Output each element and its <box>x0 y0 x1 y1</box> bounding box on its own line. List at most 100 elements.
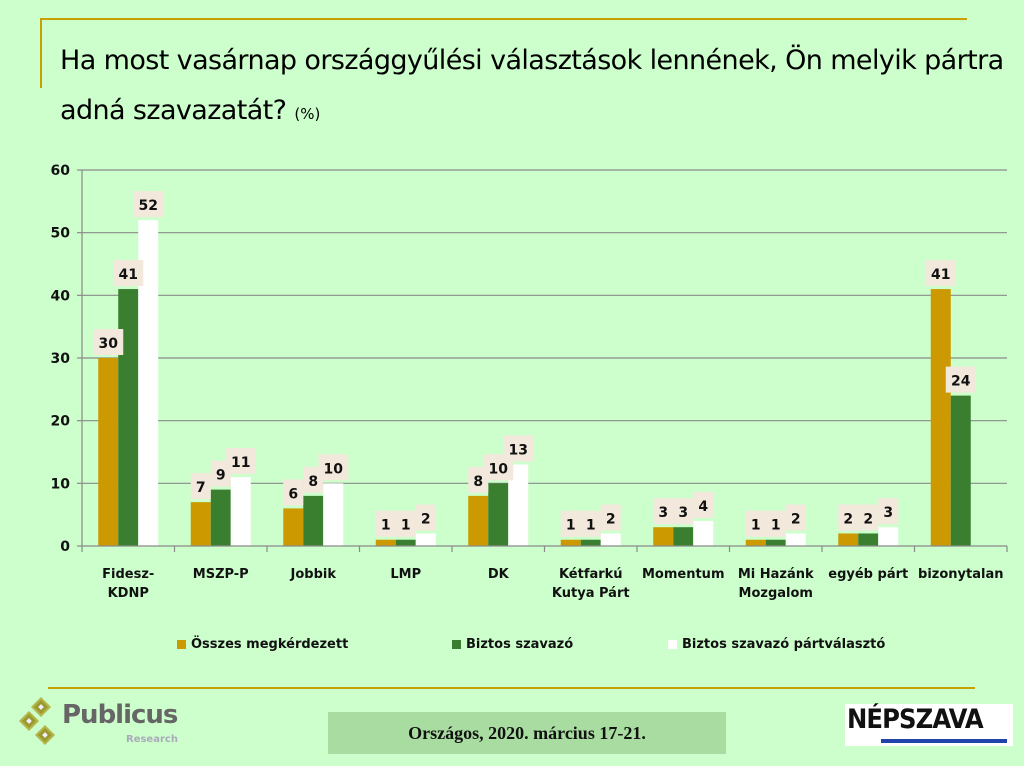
data-label-box <box>945 366 976 393</box>
data-label-box <box>133 191 164 218</box>
data-label-box <box>225 448 256 475</box>
data-label: 10 <box>324 461 344 477</box>
bar <box>190 502 211 546</box>
bar <box>858 533 879 546</box>
data-label: 8 <box>473 474 483 490</box>
data-label: 1 <box>771 518 781 534</box>
data-label: 1 <box>586 518 596 534</box>
bar-chart: 0 10 20 30 40 50 60 Fidesz- KDNP MSZP-P Jobbik LMP D… <box>51 163 1008 601</box>
nepszava-tagline-bar <box>881 739 1007 743</box>
data-label: 10 <box>489 461 509 477</box>
data-label-box <box>395 510 416 537</box>
y-tick-label: 60 <box>51 163 71 179</box>
x-category-label: KDNP <box>108 586 149 601</box>
data-label-box <box>190 473 211 500</box>
bar <box>468 495 489 546</box>
legend-item-partvalaszto: Biztos szavazó pártválasztó <box>668 637 885 652</box>
y-tick-label: 40 <box>51 288 71 304</box>
data-label-box <box>673 498 694 525</box>
legend-swatch-partvalaszto <box>668 640 677 649</box>
axes: 0 10 20 30 40 50 60 Fidesz- KDNP MSZP-P Jobbik LMP D… <box>51 163 1008 601</box>
data-label: 9 <box>216 468 226 484</box>
bar <box>138 220 159 546</box>
bars <box>98 220 971 546</box>
data-label: 1 <box>566 518 576 534</box>
x-category-label: Fidesz- <box>102 567 154 582</box>
nepszava-name: NÉPSZAVA <box>847 704 984 735</box>
data-label: 13 <box>509 443 528 459</box>
y-tick-label: 10 <box>51 476 71 492</box>
x-category-label: Mozgalom <box>739 586 813 601</box>
legend-swatch-biztos <box>452 640 461 649</box>
bar <box>118 289 139 546</box>
bar <box>930 289 951 546</box>
bar <box>98 358 119 546</box>
data-label-box <box>838 504 859 531</box>
bar <box>673 527 694 546</box>
data-label: 2 <box>421 511 431 527</box>
bar <box>303 495 324 546</box>
nepszava-logo: NÉPSZAVA <box>845 704 1013 746</box>
data-label-box <box>745 510 766 537</box>
data-label: 7 <box>196 480 206 496</box>
bar <box>375 539 396 546</box>
data-label-box <box>503 435 534 462</box>
bar <box>580 539 601 546</box>
data-label: 4 <box>698 499 708 515</box>
x-category-label: LMP <box>390 567 421 582</box>
data-label-box <box>93 329 124 355</box>
data-label-box <box>878 498 899 525</box>
x-category-label: Jobbik <box>290 567 337 582</box>
x-category-label: Momentum <box>642 567 725 582</box>
x-category-label: DK <box>488 567 510 582</box>
y-tick-label: 50 <box>51 226 71 242</box>
data-label-box <box>653 498 674 525</box>
bar <box>560 539 581 546</box>
bar <box>488 483 509 546</box>
data-label: 2 <box>791 511 801 527</box>
x-category-label: bizonytalan <box>918 567 1003 582</box>
data-label-box <box>925 260 956 287</box>
bar <box>230 477 251 546</box>
legend-item-osszes: Összes megkérdezett <box>177 637 348 652</box>
survey-date-box: Országos, 2020. március 17-21. <box>328 712 726 754</box>
survey-date-label: Országos, 2020. március 17-21. <box>408 722 646 743</box>
data-label-box <box>785 504 806 531</box>
gridlines <box>82 169 1007 484</box>
data-label: 6 <box>288 486 298 502</box>
data-label-box <box>318 454 349 481</box>
bar <box>395 539 416 546</box>
logo-diamond-icon <box>35 725 55 745</box>
data-label: 3 <box>678 505 688 521</box>
y-tick-label: 30 <box>51 351 71 367</box>
bar <box>210 489 231 546</box>
legend-label-partvalaszto: Biztos szavazó pártválasztó <box>682 637 886 652</box>
side-rule <box>40 18 42 88</box>
logo-diamond-icon <box>31 697 51 717</box>
data-label-box <box>560 510 581 537</box>
legend-swatch-osszes <box>177 640 186 649</box>
data-label: 1 <box>381 518 391 534</box>
x-category-label: egyéb párt <box>828 567 908 582</box>
bar <box>415 533 436 546</box>
y-tick-label: 0 <box>60 539 70 555</box>
data-label-box <box>415 504 436 531</box>
bar <box>950 395 971 546</box>
data-label: 11 <box>231 455 250 471</box>
data-label: 41 <box>931 267 950 283</box>
data-label-box <box>858 504 879 531</box>
bar <box>653 527 674 546</box>
bar <box>693 520 714 546</box>
data-label: 41 <box>119 267 138 283</box>
legend: Összes megkérdezett Biztos szavazó Bizto… <box>0 637 1024 657</box>
data-label-box <box>113 260 144 287</box>
data-label: 3 <box>658 505 668 521</box>
logo-diamond-icon <box>19 711 39 731</box>
bar <box>508 464 529 546</box>
data-label-box <box>600 504 621 531</box>
data-label-box <box>375 510 396 537</box>
publicus-name: Publicus <box>62 700 178 730</box>
x-category-label: MSZP-P <box>193 567 249 582</box>
chart-title: Ha most vasárnap országgyűlési választás… <box>60 36 1010 139</box>
